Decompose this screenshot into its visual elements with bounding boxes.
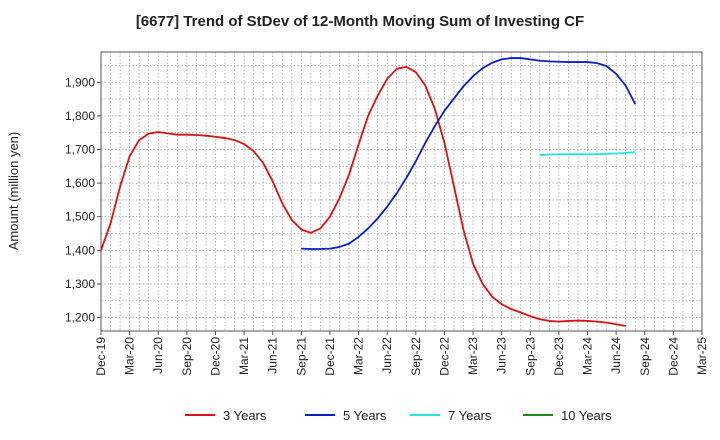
x-tick-label: Jun-20 <box>151 337 165 374</box>
series-lines <box>100 57 637 327</box>
series-line-5-years <box>301 57 637 250</box>
x-tick-label: Sep-24 <box>638 337 652 376</box>
x-tick-label: Mar-22 <box>352 337 366 375</box>
x-tick-label: Sep-23 <box>523 337 537 376</box>
x-tick-label: Jun-23 <box>495 337 509 374</box>
x-tick-label: Sep-20 <box>180 337 194 376</box>
x-tick-label: Dec-19 <box>94 337 108 376</box>
x-tick-label: Sep-22 <box>409 337 423 376</box>
legend-label: 5 Years <box>343 408 387 423</box>
y-tick-label: 1,200 <box>65 311 95 325</box>
series-line-7-years <box>539 151 636 157</box>
x-tick-label: Sep-21 <box>294 337 308 376</box>
legend: 3 Years 5 Years 7 Years 10 Years <box>185 408 612 423</box>
x-tick-label: Jun-22 <box>380 337 394 374</box>
x-tick-label: Jun-21 <box>266 337 280 374</box>
x-tick-label: Mar-25 <box>695 337 709 375</box>
y-tick-label: 1,600 <box>65 176 95 190</box>
x-tick-label: Mar-21 <box>237 337 251 375</box>
y-tick-label: 1,800 <box>65 109 95 123</box>
x-tick-label: Mar-23 <box>466 337 480 375</box>
grid <box>101 52 702 331</box>
x-tick-label: Dec-22 <box>437 337 451 376</box>
legend-label: 3 Years <box>223 408 267 423</box>
y-tick-label: 1,300 <box>65 277 95 291</box>
legend-label: 10 Years <box>561 408 612 423</box>
x-tick-label: Dec-20 <box>208 337 222 376</box>
chart-title: [6677] Trend of StDev of 12-Month Moving… <box>136 13 584 30</box>
x-tick-label: Dec-23 <box>552 337 566 376</box>
y-tick-label: 1,900 <box>65 75 95 89</box>
y-tick-label: 1,500 <box>65 210 95 224</box>
y-axis-label: Amount (million yen) <box>6 132 21 251</box>
legend-label: 7 Years <box>448 408 492 423</box>
x-tick-label: Dec-21 <box>323 337 337 376</box>
x-tick-label: Mar-24 <box>581 337 595 375</box>
x-tick-label: Jun-24 <box>609 337 623 374</box>
plot-area <box>100 51 703 332</box>
y-tick-label: 1,700 <box>65 142 95 156</box>
x-axis-ticks: Dec-19 Mar-20 Jun-20 Sep-20 Dec-20 Mar-21 Jun-… <box>94 331 709 376</box>
series-line-3-years <box>100 65 626 327</box>
x-tick-label: Dec-24 <box>666 337 680 376</box>
y-axis-ticks: 1,200 1,300 1,400 1,500 1,600 1,700 1,800 1,900 <box>65 75 101 325</box>
x-tick-label: Mar-20 <box>123 337 137 375</box>
y-tick-label: 1,400 <box>65 243 95 257</box>
